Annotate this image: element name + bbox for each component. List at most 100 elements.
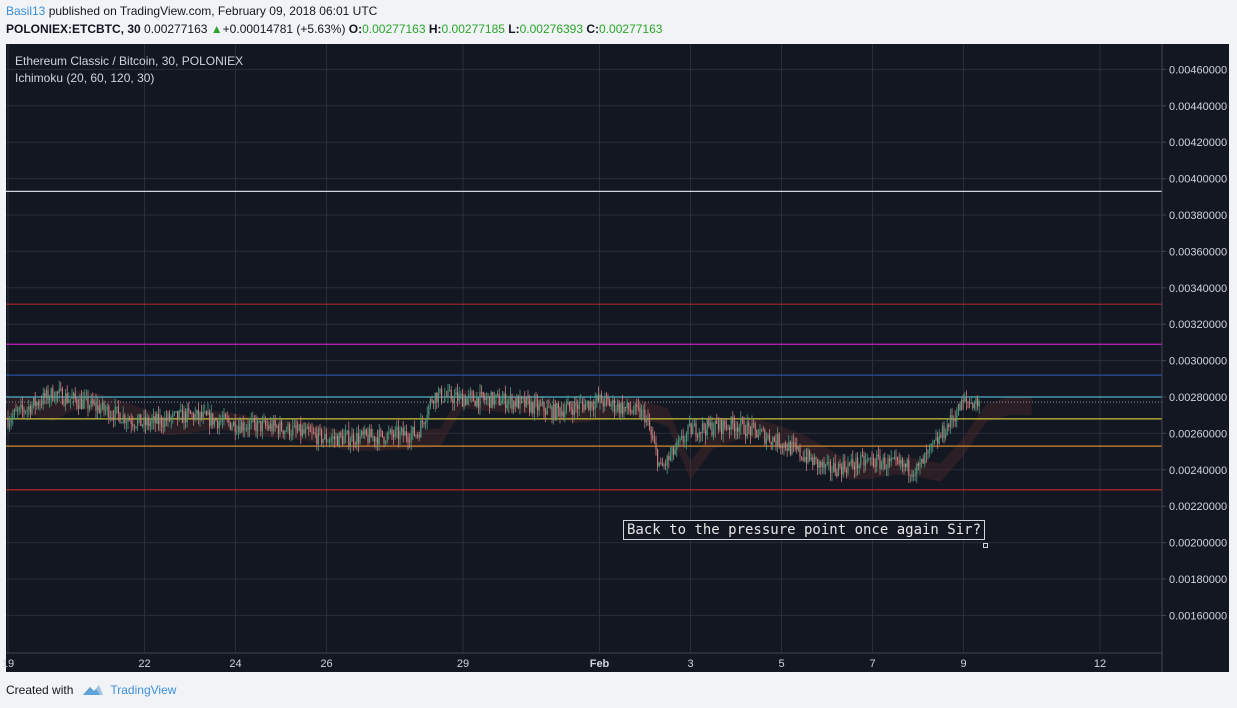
candle-body	[972, 402, 974, 408]
candle-body	[194, 414, 196, 420]
candle-body	[492, 392, 494, 405]
candle-body	[442, 401, 444, 403]
candle-body	[613, 400, 615, 412]
candle-body	[137, 419, 139, 427]
candle-body	[285, 430, 287, 432]
high-value: 0.00277185	[441, 22, 505, 36]
candle-body	[143, 417, 145, 425]
candle-body	[108, 406, 110, 420]
candle-body	[537, 400, 539, 411]
candle-body	[933, 440, 935, 444]
candle-body	[877, 454, 879, 457]
author-link[interactable]: Basil13	[6, 4, 46, 18]
candle-body	[978, 401, 980, 407]
candle-body	[557, 403, 559, 409]
candle-body	[114, 406, 116, 421]
y-tick-label: 0.00340000	[1169, 283, 1227, 295]
candle-body	[42, 393, 44, 405]
candle-body	[562, 411, 564, 417]
annotation-callout[interactable]: Back to the pressure point once again Si…	[623, 520, 986, 540]
candle-body	[887, 458, 889, 469]
candle-body	[490, 392, 492, 408]
candle-body	[722, 420, 724, 434]
candle-body	[561, 411, 563, 416]
candle-body	[863, 455, 865, 466]
candle-body	[36, 402, 38, 407]
candle-body	[577, 405, 579, 409]
x-tick-label: 7	[869, 658, 875, 670]
candle-body	[15, 410, 17, 411]
tradingview-link[interactable]: TradingView	[110, 683, 177, 697]
candle-body	[41, 403, 43, 405]
candle-body	[505, 393, 507, 409]
candle-body	[925, 453, 927, 455]
candle-body	[421, 420, 423, 423]
candle-body	[788, 442, 790, 451]
close-value: 0.00277163	[599, 22, 663, 36]
candle-body	[452, 399, 454, 404]
candle-body	[223, 414, 225, 420]
candle-body	[173, 412, 175, 414]
price-chart[interactable]: 0.00160000 0.00180000 0.00200000 0.00220000…	[0, 42, 1237, 672]
candle-body	[391, 429, 393, 435]
candle-body	[573, 402, 575, 416]
candle-body	[111, 416, 113, 418]
candle-body	[353, 434, 355, 445]
x-tick-label: 3	[687, 658, 693, 670]
axes	[6, 44, 1163, 672]
candle-body	[727, 427, 729, 429]
candle-body	[183, 411, 185, 423]
candle-body	[196, 409, 198, 415]
candle-body	[313, 432, 315, 433]
candle-body	[311, 431, 313, 433]
candle-body	[957, 404, 959, 415]
candle-body	[322, 439, 324, 443]
candle-body	[845, 469, 847, 473]
y-tick-label: 0.00180000	[1169, 574, 1227, 586]
candle-body	[175, 411, 177, 413]
candle-body	[741, 418, 743, 421]
candle-body	[959, 404, 961, 411]
candle-body	[975, 398, 977, 405]
candle-body	[783, 443, 785, 448]
candle-body	[109, 416, 111, 420]
candle-body	[677, 441, 679, 443]
candle-body	[53, 400, 55, 402]
candle-body	[565, 405, 567, 412]
candle-body	[895, 457, 897, 459]
candle-body	[346, 430, 348, 433]
candle-body	[802, 457, 804, 461]
candle-body	[733, 423, 735, 432]
candle-body	[684, 441, 686, 443]
candle-body	[61, 389, 63, 405]
candle-body	[45, 390, 47, 398]
candle-body	[25, 411, 27, 413]
candle-body	[852, 459, 854, 467]
low-label: L:	[508, 22, 520, 36]
candle-body	[610, 404, 612, 407]
candle-body	[325, 433, 327, 443]
candle-body	[687, 425, 689, 434]
candle-body	[559, 408, 561, 416]
candle-body	[956, 414, 958, 422]
candle-body	[884, 457, 886, 469]
candle-body	[319, 429, 321, 431]
candle-body	[133, 425, 135, 427]
candle-body	[23, 409, 25, 412]
candle-body	[581, 401, 583, 405]
candle-body	[378, 430, 380, 445]
candle-body	[242, 422, 244, 431]
candle-body	[749, 426, 751, 435]
candle-body	[705, 429, 707, 436]
candle-body	[521, 396, 523, 399]
candle-body	[549, 406, 551, 408]
candle-body	[497, 394, 499, 395]
candle-body	[415, 434, 417, 436]
candle-body	[612, 400, 614, 405]
last-price: 0.00277163	[144, 22, 208, 36]
candle-body	[602, 402, 604, 407]
y-tick-label: 0.00440000	[1169, 101, 1227, 113]
candle-body	[777, 433, 779, 446]
candle-body	[181, 409, 183, 423]
candle-body	[321, 430, 323, 443]
